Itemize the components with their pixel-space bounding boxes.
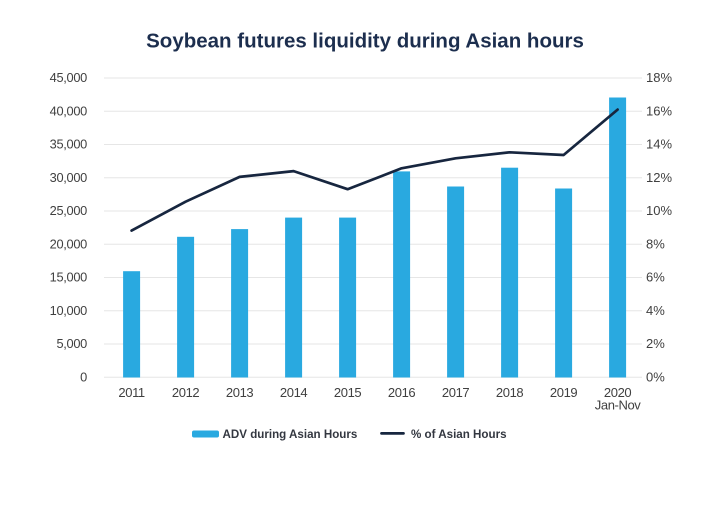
svg-text:2%: 2% bbox=[646, 336, 665, 351]
svg-text:2013: 2013 bbox=[226, 385, 253, 400]
svg-text:10%: 10% bbox=[646, 203, 672, 218]
svg-text:0%: 0% bbox=[646, 369, 665, 384]
svg-text:2017: 2017 bbox=[442, 385, 469, 400]
svg-text:ADV during Asian Hours: ADV during Asian Hours bbox=[223, 428, 358, 441]
svg-text:4%: 4% bbox=[646, 303, 665, 318]
svg-text:2012: 2012 bbox=[172, 385, 199, 400]
svg-text:Jan-Nov: Jan-Nov bbox=[595, 398, 642, 413]
svg-text:10,000: 10,000 bbox=[50, 303, 88, 318]
svg-text:2018: 2018 bbox=[496, 385, 523, 400]
svg-text:18%: 18% bbox=[646, 70, 672, 85]
svg-text:Soybean futures liquidity duri: Soybean futures liquidity during Asian h… bbox=[146, 30, 584, 53]
svg-text:2015: 2015 bbox=[334, 385, 361, 400]
svg-text:0: 0 bbox=[80, 369, 87, 384]
svg-text:35,000: 35,000 bbox=[50, 137, 88, 152]
svg-text:2020: 2020 bbox=[604, 385, 631, 400]
svg-text:40,000: 40,000 bbox=[50, 103, 88, 118]
svg-text:30,000: 30,000 bbox=[50, 170, 88, 185]
svg-text:12%: 12% bbox=[646, 170, 672, 185]
svg-text:2011: 2011 bbox=[118, 385, 145, 400]
svg-text:16%: 16% bbox=[646, 103, 672, 118]
svg-text:2014: 2014 bbox=[280, 385, 307, 400]
svg-text:15,000: 15,000 bbox=[50, 270, 88, 285]
svg-text:5,000: 5,000 bbox=[56, 336, 87, 351]
svg-text:2019: 2019 bbox=[550, 385, 577, 400]
svg-text:25,000: 25,000 bbox=[50, 203, 88, 218]
svg-text:8%: 8% bbox=[646, 236, 665, 251]
svg-text:2016: 2016 bbox=[388, 385, 415, 400]
svg-text:14%: 14% bbox=[646, 137, 672, 152]
svg-text:% of Asian Hours: % of Asian Hours bbox=[411, 428, 507, 441]
svg-text:45,000: 45,000 bbox=[50, 70, 88, 85]
svg-text:6%: 6% bbox=[646, 270, 665, 285]
svg-text:20,000: 20,000 bbox=[50, 236, 88, 251]
